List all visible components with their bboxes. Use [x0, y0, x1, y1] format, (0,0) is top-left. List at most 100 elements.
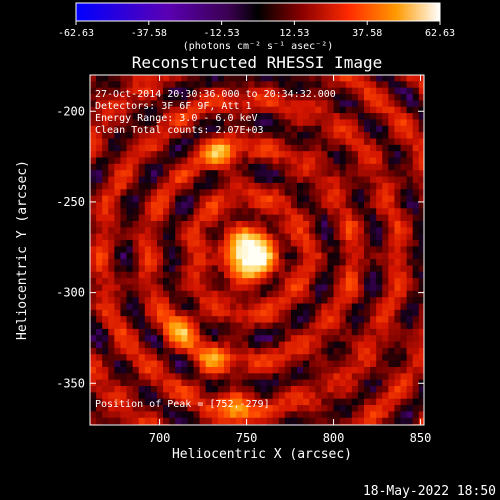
heatmap-cell [138, 113, 146, 121]
heatmap-cell [156, 335, 164, 343]
heatmap-cell [388, 246, 396, 254]
heatmap-cell [96, 106, 103, 114]
heatmap-cell [169, 144, 176, 152]
heatmap-cell [309, 144, 316, 152]
heatmap-cell [272, 398, 280, 406]
heatmap-cell [211, 347, 219, 355]
heatmap-cell [211, 316, 219, 324]
heatmap-cell [163, 386, 170, 393]
heatmap-cell [321, 100, 329, 108]
heatmap-cell [303, 220, 310, 228]
heatmap-cell [144, 157, 152, 165]
heatmap-cell [96, 328, 103, 336]
heatmap-cell [303, 195, 310, 203]
heatmap-cell [211, 100, 219, 108]
heatmap-cell [193, 316, 201, 324]
heatmap-cell [376, 87, 383, 95]
heatmap-cell [248, 132, 255, 140]
heatmap-cell [205, 151, 213, 159]
heatmap-cell [205, 208, 213, 216]
heatmap-cell [303, 297, 310, 305]
heatmap-cell [272, 297, 280, 305]
heatmap-cell [187, 373, 195, 381]
heatmap-cell [297, 81, 304, 89]
heatmap-cell [248, 392, 255, 400]
heatmap-cell [254, 132, 262, 140]
heatmap-cell [230, 309, 237, 317]
heatmap-cell [284, 240, 292, 247]
heatmap-cell [242, 100, 249, 108]
heatmap-cell [120, 265, 128, 273]
colorbar-tick-label: -62.63 [58, 28, 94, 39]
heatmap-cell [278, 81, 286, 89]
heatmap-cell [223, 87, 231, 95]
heatmap-cell [339, 246, 347, 254]
heatmap-cell [345, 284, 353, 292]
heatmap-cell [144, 240, 152, 247]
heatmap-cell [242, 316, 249, 324]
heatmap-cell [211, 113, 219, 121]
heatmap-cell [254, 347, 262, 355]
heatmap-cell [96, 360, 103, 368]
heatmap-cell [132, 214, 140, 222]
heatmap-cell [370, 271, 377, 279]
heatmap-cell [156, 278, 164, 286]
heatmap-cell [175, 309, 182, 317]
heatmap-cell [370, 366, 377, 374]
heatmap-cell [108, 214, 115, 222]
heatmap-cell [357, 233, 365, 241]
heatmap-cell [400, 195, 408, 203]
heatmap-cell [181, 94, 189, 101]
heatmap-cell [90, 265, 97, 273]
heatmap-cell [278, 259, 286, 267]
heatmap-cell [193, 386, 201, 393]
heatmap-cell [230, 182, 237, 190]
heatmap-cell [114, 182, 122, 190]
heatmap-cell [297, 125, 304, 133]
heatmap-cell [132, 259, 140, 267]
heatmap-cell [315, 125, 322, 133]
heatmap-cell [412, 335, 420, 343]
heatmap-cell [339, 87, 347, 95]
heatmap-cell [242, 373, 249, 381]
heatmap-cell [144, 125, 152, 133]
heatmap-cell [187, 113, 195, 121]
heatmap-cell [211, 170, 219, 178]
heatmap-cell [266, 335, 274, 343]
heatmap-cell [236, 309, 243, 317]
heatmap-cell [357, 106, 365, 114]
heatmap-cell [333, 347, 341, 355]
heatmap-cell [388, 163, 396, 171]
heatmap-cell [394, 106, 402, 114]
heatmap-cell [345, 386, 353, 393]
heatmap-cell [217, 392, 225, 400]
heatmap-cell [266, 195, 274, 203]
heatmap-cell [388, 392, 396, 400]
heatmap-cell [345, 341, 353, 349]
heatmap-cell [400, 309, 408, 317]
heatmap-cell [297, 290, 304, 298]
heatmap-cell [223, 316, 231, 324]
heatmap-cell [315, 201, 322, 209]
heatmap-cell [223, 170, 231, 178]
heatmap-cell [315, 347, 322, 355]
heatmap-cell [345, 347, 353, 355]
heatmap-cell [236, 411, 243, 419]
heatmap-cell [205, 214, 213, 222]
heatmap-cell [284, 360, 292, 368]
heatmap-cell [363, 125, 371, 133]
heatmap-cell [315, 392, 322, 400]
heatmap-cell [394, 354, 402, 362]
heatmap-cell [351, 379, 359, 387]
heatmap-cell [297, 316, 304, 324]
heatmap-cell [394, 75, 402, 82]
heatmap-cell [394, 366, 402, 374]
heatmap-cell [357, 119, 365, 127]
heatmap-cell [138, 201, 146, 209]
heatmap-cell [102, 379, 109, 387]
heatmap-cell [108, 303, 115, 311]
heatmap-cell [150, 113, 158, 121]
heatmap-cell [236, 182, 243, 190]
heatmap-cell [96, 246, 103, 254]
heatmap-cell [205, 290, 213, 298]
